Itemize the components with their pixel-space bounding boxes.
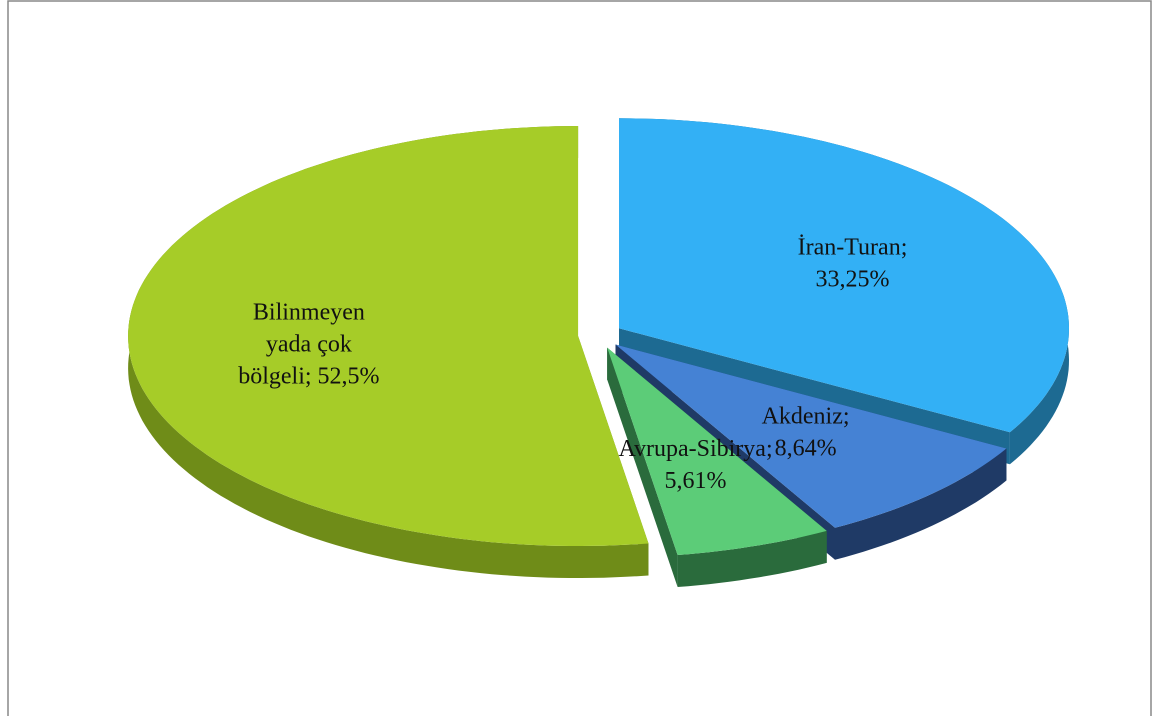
- slice-cut-face: [607, 347, 678, 587]
- data-label: Akdeniz;: [762, 403, 850, 429]
- slice-top: [615, 344, 1007, 528]
- data-label: Avrupa-Sibirya;: [618, 436, 772, 462]
- slice-top: [128, 126, 649, 546]
- data-label: yada çok: [266, 331, 352, 357]
- data-label: İran-Turan;: [798, 235, 908, 261]
- slice: [607, 347, 827, 587]
- slice: [128, 126, 649, 578]
- slice-side: [677, 530, 827, 587]
- data-label: 8,64%: [775, 435, 837, 461]
- data-label: bölgeli; 52,5%: [238, 363, 379, 389]
- data-label: 33,25%: [815, 267, 889, 293]
- slice-side: [835, 448, 1007, 560]
- data-label: 5,61%: [665, 468, 727, 494]
- slice-top: [619, 118, 1069, 433]
- slice-top: [607, 347, 827, 555]
- data-label: Bilinmeyen: [253, 299, 365, 325]
